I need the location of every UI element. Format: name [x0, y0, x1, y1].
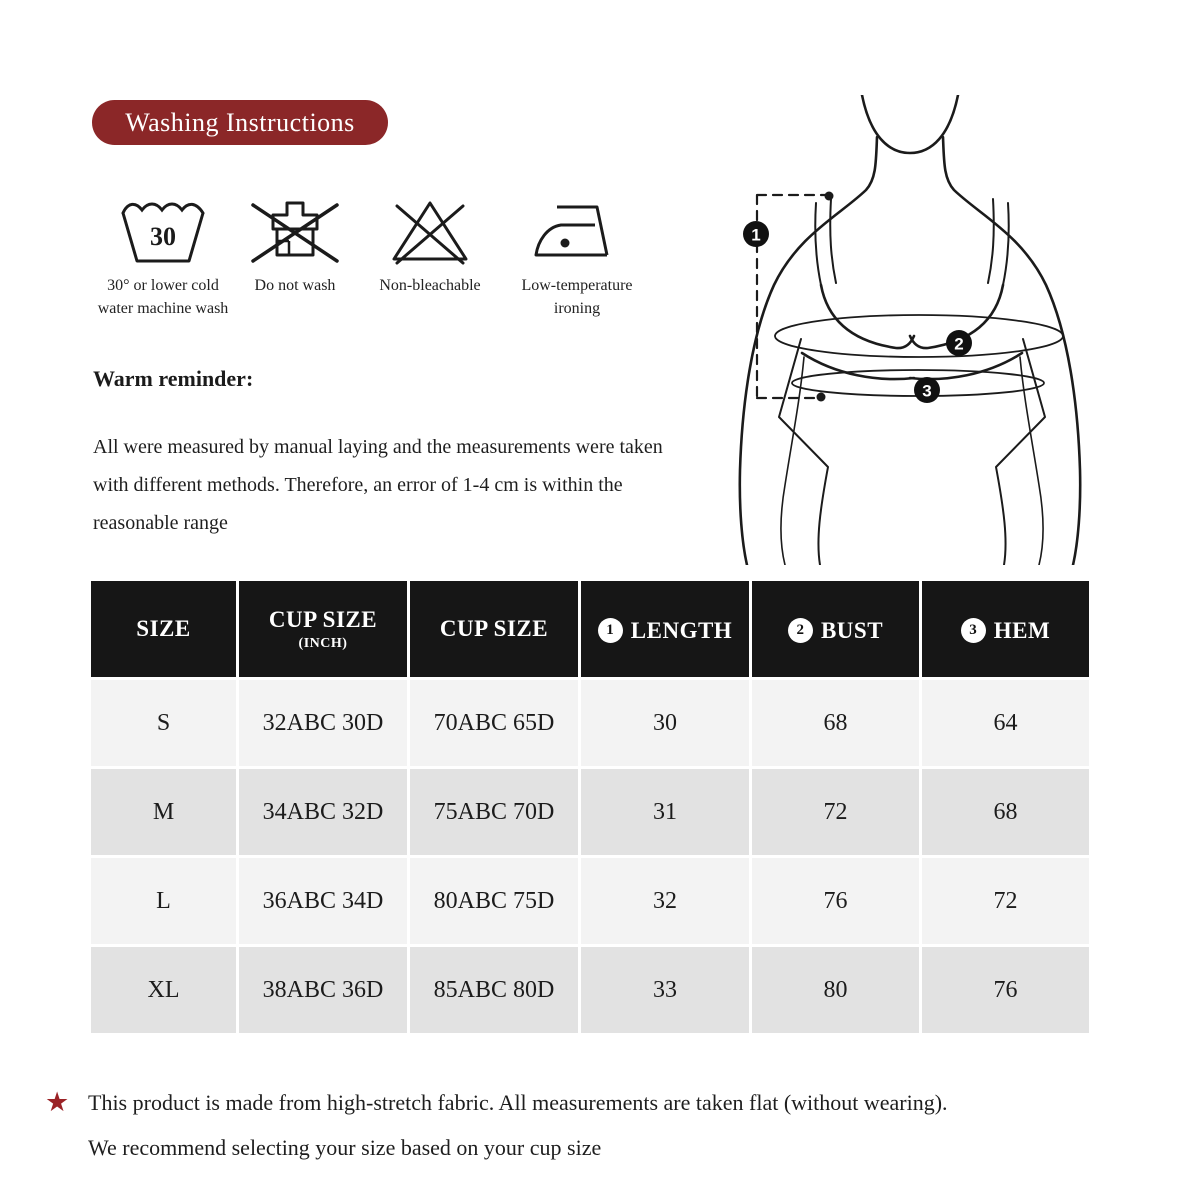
- cell: 85ABC 80D: [410, 947, 578, 1033]
- cell: 30: [581, 680, 749, 766]
- shoulder-point-dot: [824, 191, 834, 201]
- table-row-s: S 32ABC 30D 70ABC 65D 30 68 64: [91, 680, 1089, 766]
- size-table: SIZE CUP SIZE (INCH) CUP SIZE 1 LENGTH: [88, 578, 1092, 1036]
- care-label: Do not wash: [254, 277, 336, 294]
- marker-3-hem: 3: [914, 377, 940, 403]
- low-temperature-ironing-icon: [534, 205, 609, 257]
- cell: 64: [922, 680, 1089, 766]
- marker-2-bust: 2: [946, 330, 972, 356]
- non-bleachable-icon: [392, 201, 468, 265]
- cell: 34ABC 32D: [239, 769, 407, 855]
- cell: 72: [922, 858, 1089, 944]
- cell: 68: [752, 680, 919, 766]
- cell: M: [91, 769, 236, 855]
- table-row-xl: XL 38ABC 36D 85ABC 80D 33 80 76: [91, 947, 1089, 1033]
- cell: S: [91, 680, 236, 766]
- machine-wash-30-icon: 30: [121, 202, 205, 263]
- badge-label: Washing Instructions: [125, 107, 355, 137]
- table-row-l: L 36ABC 34D 80ABC 75D 32 76 72: [91, 858, 1089, 944]
- footnote: This product is made from high-stretch f…: [88, 1080, 1188, 1170]
- cell: 70ABC 65D: [410, 680, 578, 766]
- circled-2-icon: 2: [787, 618, 813, 644]
- col-header-length: 1 LENGTH: [581, 581, 749, 677]
- hem-point-dot: [816, 392, 826, 402]
- circled-1-icon: 1: [597, 618, 623, 644]
- cell: 72: [752, 769, 919, 855]
- cell: 75ABC 70D: [410, 769, 578, 855]
- cell: 80: [752, 947, 919, 1033]
- care-item-low-temp-ironing: Low-temperature ironing: [502, 197, 652, 320]
- cell: 76: [922, 947, 1089, 1033]
- cell: XL: [91, 947, 236, 1033]
- do-not-wash-icon: [251, 201, 339, 263]
- warm-reminder-body: All were measured by manual laying and t…: [93, 436, 663, 534]
- washing-instructions-badge: Washing Instructions: [92, 100, 388, 145]
- cell: L: [91, 858, 236, 944]
- cell: 31: [581, 769, 749, 855]
- cell: 80ABC 75D: [410, 858, 578, 944]
- col-header-cup-size-inch: CUP SIZE (INCH): [239, 581, 407, 677]
- care-item-do-not-wash: Do not wash: [225, 197, 365, 297]
- cell: 68: [922, 769, 1089, 855]
- care-label: 30° or lower cold water machine wash: [97, 277, 229, 318]
- col-header-sub-label: (INCH): [298, 635, 348, 651]
- care-item-non-bleachable: Non-bleachable: [355, 197, 505, 297]
- cell: 32ABC 30D: [239, 680, 407, 766]
- footnote-line-1: This product is made from high-stretch f…: [88, 1090, 948, 1115]
- wash-temp-label: 30: [150, 222, 176, 251]
- footnote-line-2: We recommend selecting your size based o…: [88, 1135, 602, 1160]
- cell: 38ABC 36D: [239, 947, 407, 1033]
- care-label: Low-temperature ironing: [521, 277, 633, 318]
- svg-text:3: 3: [922, 382, 931, 401]
- table-row-m: M 34ABC 32D 75ABC 70D 31 72 68: [91, 769, 1089, 855]
- svg-text:2: 2: [954, 335, 963, 354]
- star-icon: ★: [45, 1087, 70, 1117]
- cell: 76: [752, 858, 919, 944]
- cell: 36ABC 34D: [239, 858, 407, 944]
- svg-text:1: 1: [751, 226, 760, 245]
- warm-reminder-title: Warm reminder:: [93, 366, 254, 391]
- col-header-size: SIZE: [91, 581, 236, 677]
- table-header-row: SIZE CUP SIZE (INCH) CUP SIZE 1 LENGTH: [91, 581, 1089, 677]
- care-item-machine-wash: 30 30° or lower cold water machine wash: [88, 197, 238, 320]
- cell: 32: [581, 858, 749, 944]
- cell: 33: [581, 947, 749, 1033]
- col-header-cup-size: CUP SIZE: [410, 581, 578, 677]
- col-header-bust: 2 BUST: [752, 581, 919, 677]
- body-measurement-diagram: 1 2 3: [738, 95, 1082, 565]
- care-label: Non-bleachable: [379, 277, 481, 294]
- marker-1-length: 1: [743, 221, 769, 247]
- col-header-hem: 3 HEM: [922, 581, 1089, 677]
- circled-3-icon: 3: [960, 618, 986, 644]
